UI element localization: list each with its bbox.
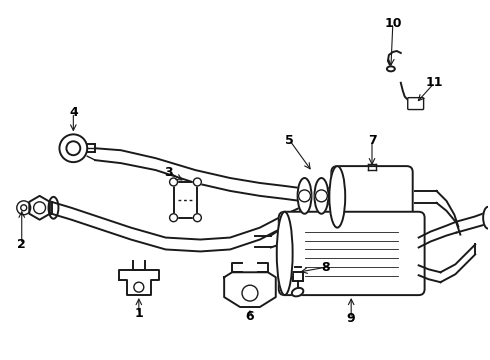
Text: 3: 3 [164, 166, 173, 179]
Circle shape [170, 214, 177, 222]
Circle shape [316, 190, 327, 202]
Circle shape [242, 285, 258, 301]
Ellipse shape [315, 178, 328, 214]
Circle shape [170, 178, 177, 186]
FancyBboxPatch shape [279, 212, 425, 295]
Text: 2: 2 [17, 238, 26, 251]
Circle shape [194, 178, 201, 186]
Text: 11: 11 [426, 76, 443, 89]
Ellipse shape [483, 207, 490, 229]
Ellipse shape [387, 66, 395, 71]
Text: 5: 5 [285, 134, 294, 147]
Ellipse shape [329, 166, 345, 228]
Circle shape [298, 190, 311, 202]
Text: 6: 6 [245, 310, 254, 323]
Polygon shape [224, 272, 276, 307]
Text: 4: 4 [69, 106, 78, 119]
Text: 9: 9 [347, 312, 355, 325]
Text: 8: 8 [321, 261, 330, 274]
Ellipse shape [49, 197, 58, 219]
Ellipse shape [297, 178, 312, 214]
Circle shape [194, 214, 201, 222]
Text: 10: 10 [384, 17, 402, 30]
FancyBboxPatch shape [408, 98, 424, 109]
FancyBboxPatch shape [331, 166, 413, 228]
Ellipse shape [277, 212, 293, 295]
Text: 1: 1 [134, 307, 143, 320]
Text: 7: 7 [368, 134, 376, 147]
Ellipse shape [292, 288, 303, 296]
